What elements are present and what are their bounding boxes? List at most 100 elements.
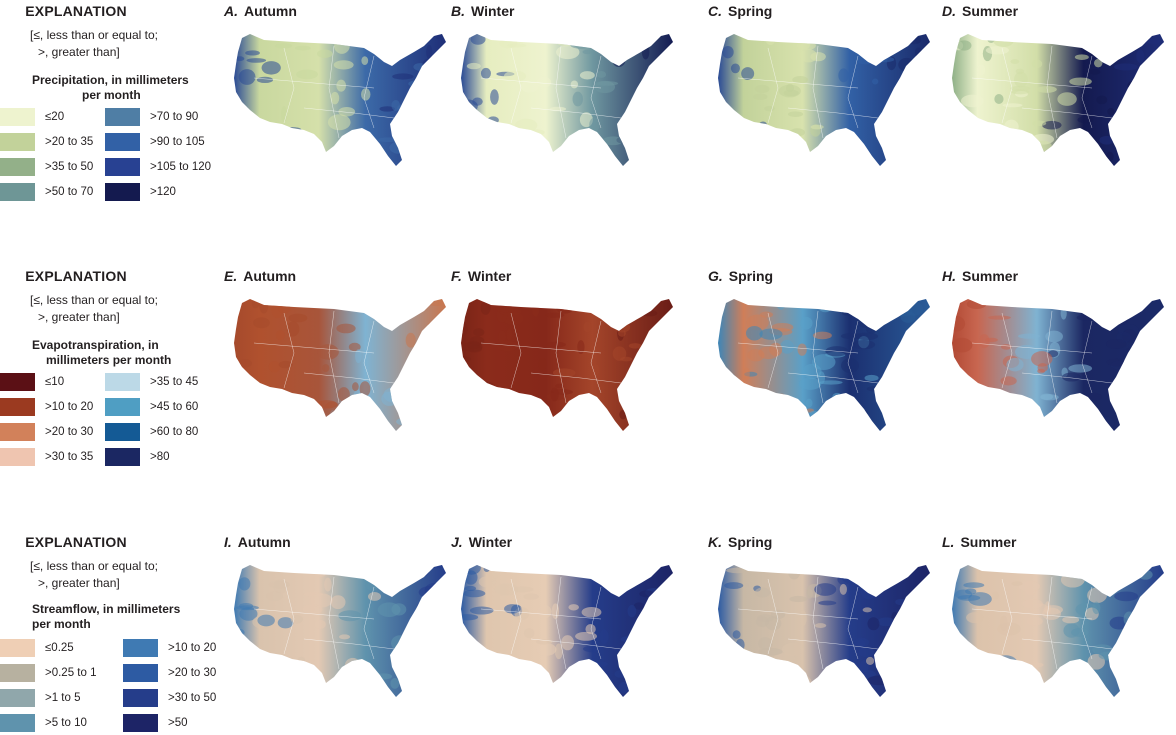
legend-note-line1: [≤, less than or equal to; — [30, 559, 158, 573]
legend-swatch-label: >120 — [150, 186, 176, 198]
panel-letter: J. — [451, 534, 463, 550]
legend-swatch — [105, 373, 140, 391]
panel-letter: H. — [942, 268, 956, 284]
us-landmass — [952, 299, 1164, 431]
legend-swatch — [123, 664, 158, 682]
legend-note: [≤, less than or equal to; >, greater th… — [30, 292, 158, 326]
panel-title: I. Autumn — [224, 534, 291, 550]
panel-season: Spring — [728, 268, 774, 284]
panel-letter: B. — [451, 3, 465, 19]
panel-season: Autumn — [244, 3, 297, 19]
us-landmass — [234, 34, 446, 166]
us-landmass — [461, 34, 673, 166]
legend-variable-line2: per month — [82, 88, 141, 102]
panel-season: Summer — [962, 3, 1019, 19]
legend-swatch — [0, 689, 35, 707]
panel-letter: D. — [942, 3, 956, 19]
legend-title: EXPLANATION — [25, 3, 127, 19]
us-landmass — [234, 299, 446, 431]
legend-swatch-label: >45 to 60 — [150, 401, 199, 413]
panel-letter: F. — [451, 268, 462, 284]
legend-swatch-label: ≤20 — [45, 111, 65, 123]
legend-note-line2: >, greater than] — [38, 576, 120, 590]
panel-season: Winter — [467, 268, 512, 284]
panel-letter: L. — [942, 534, 955, 550]
panel-letter: C. — [708, 3, 722, 19]
panel-title: L. Summer — [942, 534, 1016, 550]
legend-swatch — [0, 639, 35, 657]
panel-title: H. Summer — [942, 268, 1018, 284]
legend-swatch-label: >90 to 105 — [150, 136, 205, 148]
legend-swatch — [105, 183, 140, 201]
panel-letter: G. — [708, 268, 723, 284]
legend-variable-line1: Evapotranspiration, in — [32, 338, 159, 352]
legend-swatch-label: >60 to 80 — [150, 426, 199, 438]
us-landmass — [461, 299, 673, 431]
us-map — [234, 34, 446, 166]
panel-title: J. Winter — [451, 534, 512, 550]
legend-note-line2: >, greater than] — [38, 45, 120, 59]
legend-swatch-label: >35 to 45 — [150, 376, 199, 388]
panel-season: Autumn — [243, 268, 297, 284]
legend-swatch-label: >20 to 30 — [168, 667, 217, 679]
panel-letter: E. — [224, 268, 238, 284]
legend-title: EXPLANATION — [25, 534, 127, 550]
us-map — [718, 34, 930, 166]
legend-swatch — [105, 448, 140, 466]
legend-swatch — [0, 373, 35, 391]
legend-variable-line2: per month — [32, 617, 91, 631]
legend-swatch — [105, 158, 140, 176]
panel-title: C. Spring — [708, 3, 772, 19]
panel-title: F. Winter — [451, 268, 511, 284]
legend-swatch-label: >10 to 20 — [168, 642, 217, 654]
panel-season: Spring — [728, 3, 773, 19]
us-map — [461, 299, 673, 431]
panel-season: Winter — [471, 3, 515, 19]
panel-letter: A. — [224, 3, 238, 19]
legend-swatch-label: >80 — [150, 451, 170, 463]
legend-variable-title: Streamflow, in millimeters per month — [32, 602, 180, 632]
panel-season: Autumn — [237, 534, 291, 550]
legend-note: [≤, less than or equal to; >, greater th… — [30, 558, 158, 592]
panel-title: E. Autumn — [224, 268, 296, 284]
legend-swatch — [0, 664, 35, 682]
legend-variable-line1: Streamflow, in millimeters — [32, 602, 181, 616]
panel-season: Summer — [960, 534, 1017, 550]
panel-season: Winter — [468, 534, 513, 550]
us-map — [718, 299, 930, 431]
us-map — [952, 299, 1164, 431]
legend-swatch — [0, 158, 35, 176]
legend-swatch-label: >20 to 30 — [45, 426, 94, 438]
panel-title: G. Spring — [708, 268, 773, 284]
us-landmass — [952, 565, 1164, 697]
panel-title: D. Summer — [942, 3, 1018, 19]
legend-swatch — [0, 423, 35, 441]
legend-note: [≤, less than or equal to; >, greater th… — [30, 27, 158, 61]
legend-variable-line2: millimeters per month — [46, 353, 172, 367]
legend-swatch-label: >105 to 120 — [150, 161, 212, 173]
legend-swatch — [105, 423, 140, 441]
legend-swatch — [0, 183, 35, 201]
legend-swatch-label: >0.25 to 1 — [45, 667, 97, 679]
panel-letter: K. — [708, 534, 722, 550]
us-map — [952, 34, 1164, 166]
legend-swatch — [105, 398, 140, 416]
legend-swatch — [123, 689, 158, 707]
us-map — [718, 565, 930, 697]
legend-swatch-label: >10 to 20 — [45, 401, 94, 413]
legend-swatch-label: ≤0.25 — [45, 642, 74, 654]
us-map — [234, 565, 446, 697]
legend-swatch — [0, 133, 35, 151]
legend-variable-title: Precipitation, in millimeters per month — [32, 73, 189, 103]
legend-swatch — [0, 108, 35, 126]
legend-variable-title: Evapotranspiration, in millimeters per m… — [32, 338, 171, 368]
legend-swatch-label: >70 to 90 — [150, 111, 199, 123]
us-landmass — [718, 34, 930, 166]
legend-swatch-label: >1 to 5 — [45, 692, 81, 704]
legend-swatch — [0, 714, 35, 732]
legend-swatch-label: ≤10 — [45, 376, 65, 388]
legend-swatch — [105, 133, 140, 151]
us-map — [461, 34, 673, 166]
legend-swatch-label: >50 — [168, 717, 188, 729]
panel-title: B. Winter — [451, 3, 514, 19]
